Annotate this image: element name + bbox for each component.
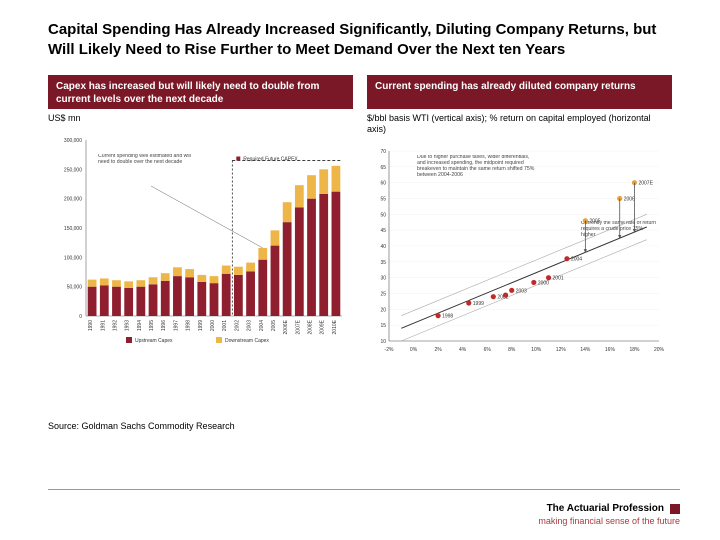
svg-text:1995: 1995 bbox=[149, 320, 155, 331]
svg-text:0: 0 bbox=[79, 314, 82, 320]
svg-text:-2%: -2% bbox=[385, 347, 394, 353]
svg-text:18%: 18% bbox=[629, 347, 640, 353]
svg-text:2004: 2004 bbox=[259, 320, 265, 331]
chart-panels: Capex has increased but will likely need… bbox=[48, 75, 672, 361]
svg-text:150,000: 150,000 bbox=[64, 226, 82, 232]
svg-text:20: 20 bbox=[380, 307, 386, 313]
svg-text:2000: 2000 bbox=[538, 280, 549, 286]
svg-text:100,000: 100,000 bbox=[64, 255, 82, 261]
svg-text:15: 15 bbox=[380, 323, 386, 329]
source-text: Source: Goldman Sachs Commodity Research bbox=[48, 421, 672, 431]
svg-text:50: 50 bbox=[380, 212, 386, 218]
right-panel-sub: $/bbl basis WTI (vertical axis); % retur… bbox=[367, 113, 672, 135]
svg-text:10: 10 bbox=[380, 339, 386, 345]
svg-text:55: 55 bbox=[380, 196, 386, 202]
svg-text:1993: 1993 bbox=[125, 320, 131, 331]
svg-text:2007E: 2007E bbox=[295, 319, 301, 334]
svg-text:2003: 2003 bbox=[247, 320, 253, 331]
right-panel-head: Current spending has already diluted com… bbox=[367, 75, 672, 109]
svg-text:10%: 10% bbox=[531, 347, 542, 353]
svg-text:2001: 2001 bbox=[222, 320, 228, 331]
svg-text:70: 70 bbox=[380, 149, 386, 155]
svg-text:14%: 14% bbox=[580, 347, 591, 353]
svg-text:1994: 1994 bbox=[137, 320, 143, 331]
svg-text:2001: 2001 bbox=[553, 275, 564, 281]
svg-text:1992: 1992 bbox=[112, 320, 118, 331]
brand-name: The Actuarial Profession bbox=[547, 503, 664, 514]
svg-text:8%: 8% bbox=[508, 347, 516, 353]
svg-text:20%: 20% bbox=[654, 347, 665, 353]
svg-text:2007E: 2007E bbox=[638, 180, 653, 186]
right-panel: Current spending has already diluted com… bbox=[367, 75, 672, 361]
tagline: making financial sense of the future bbox=[538, 516, 680, 526]
svg-text:35: 35 bbox=[380, 259, 386, 265]
svg-text:2008E: 2008E bbox=[308, 319, 314, 334]
brand-square-icon bbox=[670, 504, 680, 514]
svg-text:1999: 1999 bbox=[198, 320, 204, 331]
svg-text:1999: 1999 bbox=[473, 301, 484, 307]
svg-text:25: 25 bbox=[380, 291, 386, 297]
scatter-chart-svg: 10 15 20 25 30 35 40 45 50 55 60 65 70 -2% 0% 2% 4% 6% 8% 1… bbox=[367, 141, 667, 361]
svg-text:2002: 2002 bbox=[234, 320, 240, 331]
svg-text:45: 45 bbox=[380, 228, 386, 234]
svg-text:1998: 1998 bbox=[442, 313, 453, 319]
slide-title: Capital Spending Has Already Increased S… bbox=[48, 20, 672, 59]
left-chart: 0 50,000 100,000 150,000 200,000 250,000 300,0… bbox=[48, 130, 353, 350]
svg-text:2005: 2005 bbox=[271, 320, 277, 331]
divider bbox=[48, 489, 680, 490]
svg-text:60: 60 bbox=[380, 180, 386, 186]
svg-text:Required Future CAPEX: Required Future CAPEX bbox=[243, 156, 298, 162]
svg-text:Upstream Capex: Upstream Capex bbox=[135, 338, 173, 344]
svg-text:1997: 1997 bbox=[173, 320, 179, 331]
svg-text:0%: 0% bbox=[410, 347, 418, 353]
svg-text:4%: 4% bbox=[459, 347, 467, 353]
svg-text:200,000: 200,000 bbox=[64, 196, 82, 202]
right-chart: 10 15 20 25 30 35 40 45 50 55 60 65 70 -2% 0% 2% 4% 6% 8% 1… bbox=[367, 141, 672, 361]
svg-text:6%: 6% bbox=[484, 347, 492, 353]
left-panel-sub: US$ mn bbox=[48, 113, 353, 124]
svg-text:12%: 12% bbox=[556, 347, 567, 353]
bar-chart-svg: 0 50,000 100,000 150,000 200,000 250,000 300,0… bbox=[48, 130, 348, 350]
svg-text:16%: 16% bbox=[605, 347, 616, 353]
svg-text:1996: 1996 bbox=[161, 320, 167, 331]
footer: The Actuarial Profession making financia… bbox=[538, 503, 680, 526]
svg-text:250,000: 250,000 bbox=[64, 167, 82, 173]
svg-text:30: 30 bbox=[380, 275, 386, 281]
svg-text:1998: 1998 bbox=[186, 320, 192, 331]
svg-text:2000: 2000 bbox=[210, 320, 216, 331]
svg-text:2003: 2003 bbox=[516, 288, 527, 294]
svg-text:40: 40 bbox=[380, 244, 386, 250]
svg-text:1991: 1991 bbox=[100, 320, 106, 331]
svg-text:50,000: 50,000 bbox=[67, 284, 83, 290]
svg-text:65: 65 bbox=[380, 164, 386, 170]
svg-text:Downstream Capex: Downstream Capex bbox=[225, 338, 269, 344]
svg-text:2010E: 2010E bbox=[332, 319, 338, 334]
svg-text:2009E: 2009E bbox=[320, 319, 326, 334]
left-panel: Capex has increased but will likely need… bbox=[48, 75, 353, 361]
svg-text:1990: 1990 bbox=[88, 320, 94, 331]
svg-text:2006E: 2006E bbox=[283, 319, 289, 334]
svg-text:2%: 2% bbox=[434, 347, 442, 353]
svg-text:300,000: 300,000 bbox=[64, 138, 82, 144]
left-panel-head: Capex has increased but will likely need… bbox=[48, 75, 353, 109]
svg-text:2006: 2006 bbox=[624, 196, 635, 202]
